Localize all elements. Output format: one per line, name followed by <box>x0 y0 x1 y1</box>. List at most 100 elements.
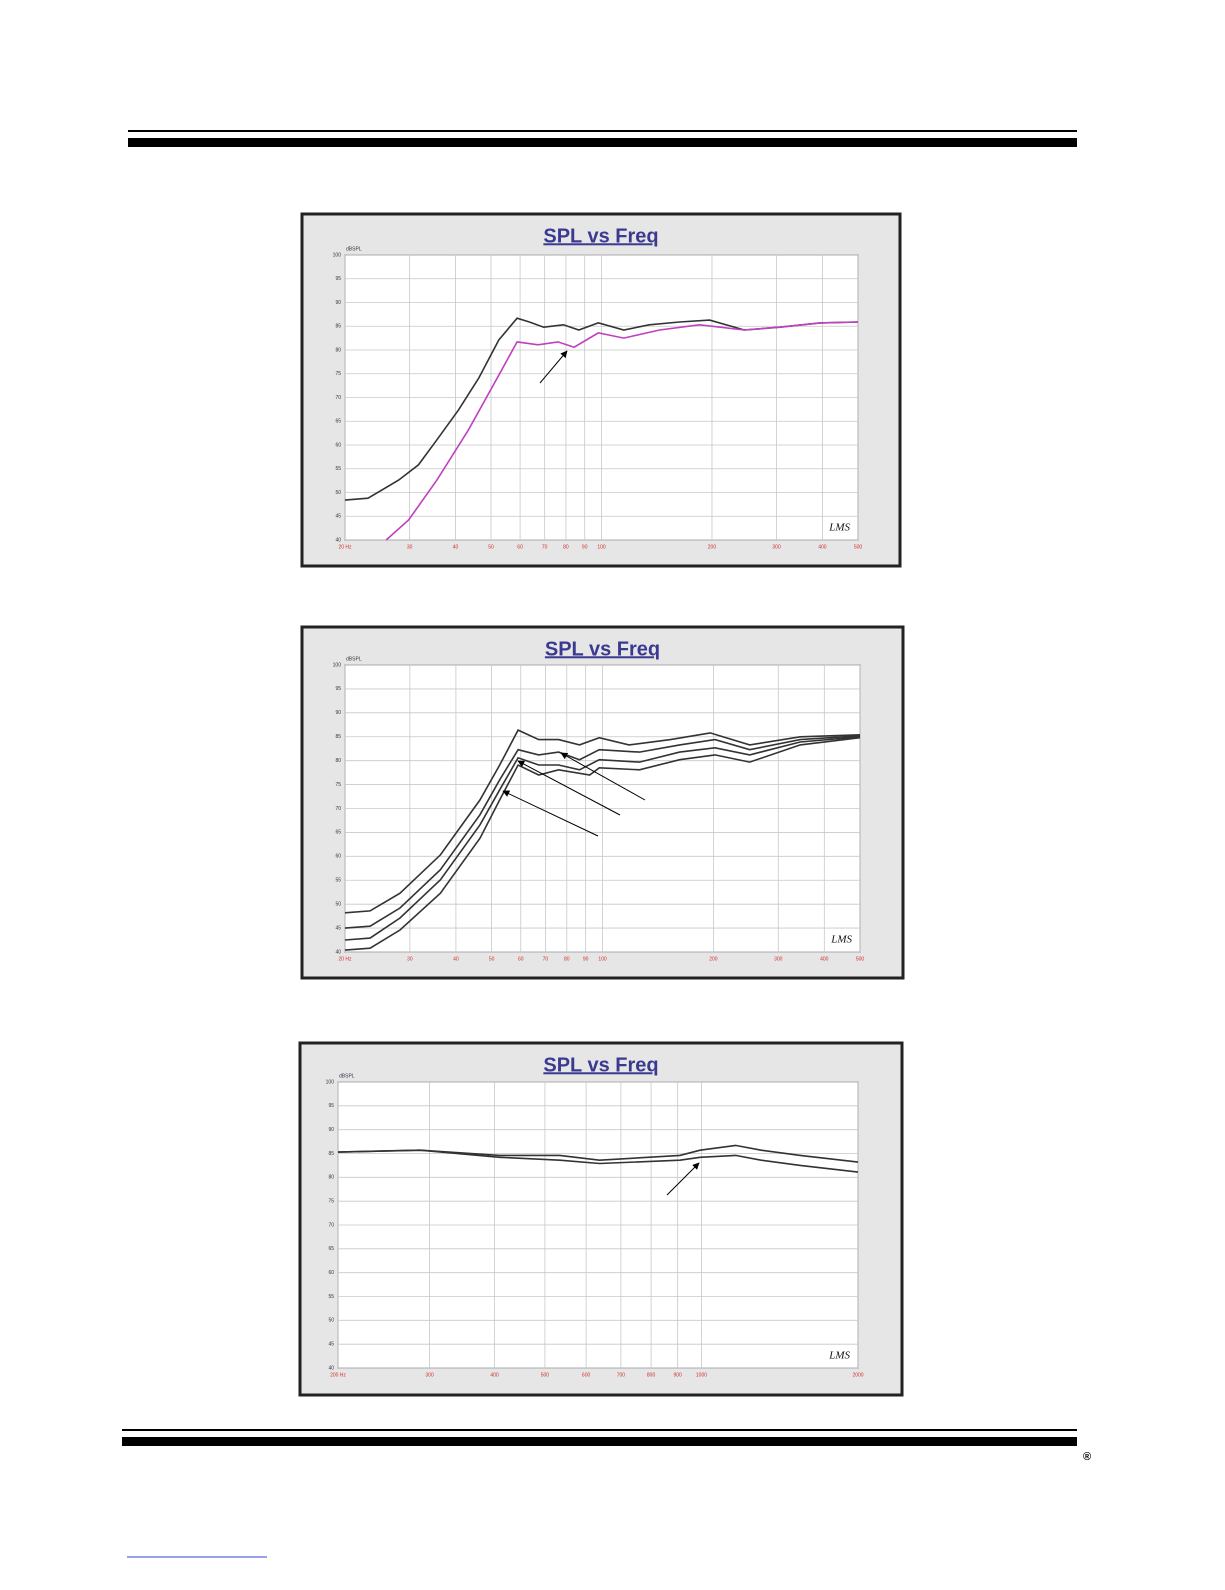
x-tick-label: 300 <box>425 1372 434 1378</box>
x-tick-label: 100 <box>598 956 607 962</box>
y-tick-label: 55 <box>335 466 341 472</box>
chart-title: SPL vs Freq <box>543 225 658 247</box>
y-tick-label: 55 <box>328 1294 334 1300</box>
x-tick-label: 40 <box>453 956 459 962</box>
y-tick-label: 45 <box>328 1341 334 1347</box>
charts: 40 45 50 55 60 65 70 75 80 85 90 95 100 20 Hz 30 40 50 60… <box>298 212 905 1397</box>
x-tick-label: 20 Hz <box>338 956 352 962</box>
series-line <box>337 1144 859 1163</box>
x-tick-label: 50 <box>488 544 494 550</box>
y-tick-label: 50 <box>328 1318 334 1324</box>
x-tick-label: 300 <box>772 544 781 550</box>
y-tick-label: 55 <box>335 878 341 884</box>
y-tick-label: 95 <box>335 686 341 692</box>
logo: LMS <box>828 522 850 534</box>
y-tick-label: 60 <box>335 854 341 860</box>
x-tick-label: 30 <box>407 544 413 550</box>
annotation-arrows <box>502 350 700 1196</box>
y-tick-label: 100 <box>326 1079 335 1085</box>
y-tick-label: 90 <box>335 300 341 306</box>
registered-mark: ® <box>1083 1451 1091 1463</box>
arrow <box>666 1162 700 1196</box>
header-rule-thin <box>128 130 1077 132</box>
x-tick-label: 500 <box>856 956 865 962</box>
arrow <box>517 760 621 816</box>
y-tick-label: 80 <box>328 1175 334 1181</box>
y-tick-label: 40 <box>335 949 341 955</box>
x-tick-label: 30 <box>407 956 413 962</box>
y-tick-label: 70 <box>328 1222 334 1228</box>
arrow <box>560 752 646 801</box>
y-tick-label: 85 <box>335 324 341 330</box>
series-line <box>344 317 859 501</box>
chart: 40 45 50 55 60 65 70 75 80 85 90 95 100 200 Hz 300 400 5… <box>298 1041 904 1397</box>
x-tick-label: 90 <box>582 544 588 550</box>
x-tick-label: 400 <box>818 544 827 550</box>
x-tick-label: 400 <box>820 956 829 962</box>
x-tick-label: 200 <box>709 956 718 962</box>
x-tick-label: 200 Hz <box>330 1372 346 1378</box>
y-tick-label: 95 <box>335 276 341 282</box>
x-tick-label: 80 <box>564 956 570 962</box>
y-tick-label: 40 <box>328 1365 334 1371</box>
y-tick-label: 95 <box>328 1103 334 1109</box>
y-tick-label: 85 <box>328 1151 334 1157</box>
series-line <box>344 729 861 914</box>
y-tick-label: 80 <box>335 758 341 764</box>
footer-rule-thin <box>122 1429 1077 1431</box>
y-tick-label: 85 <box>335 734 341 740</box>
x-tick-label: 1000 <box>696 1372 707 1378</box>
x-tick-label: 70 <box>543 956 549 962</box>
y-tick-label: 50 <box>335 901 341 907</box>
y-axis-label: dBSPL <box>346 246 362 252</box>
series-line <box>344 736 861 941</box>
y-tick-label: 65 <box>335 419 341 425</box>
y-tick-label: 65 <box>328 1246 334 1252</box>
y-tick-label: 80 <box>335 347 341 353</box>
y-tick-label: 70 <box>335 395 341 401</box>
series-line <box>344 735 861 929</box>
chart: 40 45 50 55 60 65 70 75 80 85 90 95 100 20 Hz 30 40 50 60… <box>300 625 905 980</box>
chart-title: SPL vs Freq <box>545 638 660 660</box>
x-tick-label: 200 <box>708 544 717 550</box>
y-tick-label: 90 <box>335 710 341 716</box>
x-tick-label: 90 <box>583 956 589 962</box>
x-tick-label: 400 <box>490 1372 499 1378</box>
y-tick-label: 40 <box>335 537 341 543</box>
y-tick-label: 60 <box>335 442 341 448</box>
arrow <box>539 350 568 384</box>
y-axis-label: dBSPL <box>339 1073 355 1079</box>
x-tick-label: 80 <box>563 544 569 550</box>
series-line <box>344 736 861 951</box>
x-tick-label: 20 Hz <box>338 544 352 550</box>
x-tick-label: 900 <box>673 1372 682 1378</box>
y-axis-label: dBSPL <box>346 656 362 662</box>
y-tick-label: 50 <box>335 490 341 496</box>
y-tick-label: 65 <box>335 830 341 836</box>
chart-title: SPL vs Freq <box>543 1054 658 1076</box>
chart: 40 45 50 55 60 65 70 75 80 85 90 95 100 20 Hz 30 40 50 60… <box>300 212 902 568</box>
x-tick-label: 40 <box>453 544 459 550</box>
y-tick-label: 70 <box>335 806 341 812</box>
y-tick-label: 60 <box>328 1270 334 1276</box>
x-tick-label: 700 <box>617 1372 626 1378</box>
x-tick-label: 60 <box>517 544 523 550</box>
y-tick-label: 45 <box>335 925 341 931</box>
logo: LMS <box>828 1350 850 1362</box>
y-tick-label: 100 <box>333 252 342 258</box>
series-line <box>337 1149 859 1173</box>
y-tick-label: 90 <box>328 1127 334 1133</box>
x-tick-label: 2000 <box>852 1372 863 1378</box>
y-tick-label: 75 <box>335 371 341 377</box>
x-tick-label: 800 <box>647 1372 656 1378</box>
x-tick-label: 500 <box>541 1372 550 1378</box>
x-tick-label: 300 <box>774 956 783 962</box>
x-tick-label: 70 <box>542 544 548 550</box>
logo: LMS <box>830 934 852 946</box>
x-tick-label: 600 <box>582 1372 591 1378</box>
series-line <box>385 321 859 541</box>
x-tick-label: 500 <box>854 544 863 550</box>
y-tick-label: 75 <box>328 1198 334 1204</box>
